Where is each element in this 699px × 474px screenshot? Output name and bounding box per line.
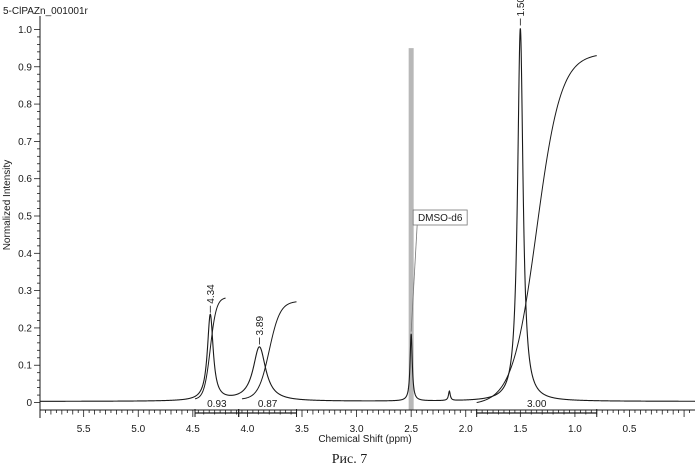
x-tick-label: 5.0: [131, 424, 145, 435]
integral-curves: [195, 56, 597, 403]
integral-value: 0.93: [207, 399, 227, 410]
x-tick-label: 0.5: [623, 424, 637, 435]
y-axis: 0 0.1 0.2 0.3 0.4 0.5 0.6 0.7 0.8 0.9 1.0: [18, 16, 40, 418]
y-axis-title: Normalized Intensity: [2, 160, 13, 251]
peak-labels: 4.34 3.89 1.50: [206, 0, 527, 344]
y-tick-label: 0.9: [18, 62, 32, 73]
y-tick-label: 0: [26, 398, 32, 409]
integral-curve: [195, 298, 226, 399]
y-tick-label: 0.4: [18, 249, 32, 260]
integral-curve: [242, 302, 297, 399]
integral-curve: [477, 56, 597, 403]
spectrum-line: [40, 28, 695, 401]
x-tick-label: 3.5: [295, 424, 309, 435]
chart-title: 5-ClPAZn_001001r: [3, 6, 89, 17]
solvent-band: [409, 48, 414, 410]
x-tick-label: 1.5: [513, 424, 527, 435]
y-tick-label: 0.1: [18, 361, 32, 372]
x-tick-label: 4.5: [186, 424, 200, 435]
y-tick-label: 0.3: [18, 286, 32, 297]
peak-label: 1.50: [516, 0, 527, 16]
y-tick-label: 0.7: [18, 137, 32, 148]
x-tick-label: 4.0: [240, 424, 254, 435]
y-tick-label: 0.6: [18, 174, 32, 185]
x-tick-label: 5.5: [77, 424, 91, 435]
y-tick-label: 1.0: [18, 25, 32, 36]
peak-label: 4.34: [206, 284, 217, 304]
integral-value: 3.00: [527, 399, 547, 410]
integral-brackets: 0.93 0.87 3.00: [195, 399, 597, 417]
x-axis-title: Chemical Shift (ppm): [318, 434, 411, 445]
x-tick-label: 1.0: [568, 424, 582, 435]
solvent-callout-label: DMSO-d6: [418, 213, 463, 224]
integral-value: 0.87: [258, 399, 278, 410]
x-tick-label: 2.0: [459, 424, 473, 435]
peak-label: 3.89: [255, 316, 266, 336]
solvent-band-layer: [409, 48, 414, 410]
figure-caption: Рис. 7: [0, 452, 699, 468]
y-tick-label: 0.8: [18, 100, 32, 111]
y-tick-label: 0.2: [18, 323, 32, 334]
solvent-callout: DMSO-d6: [411, 210, 467, 332]
y-tick-label: 0.5: [18, 212, 32, 223]
